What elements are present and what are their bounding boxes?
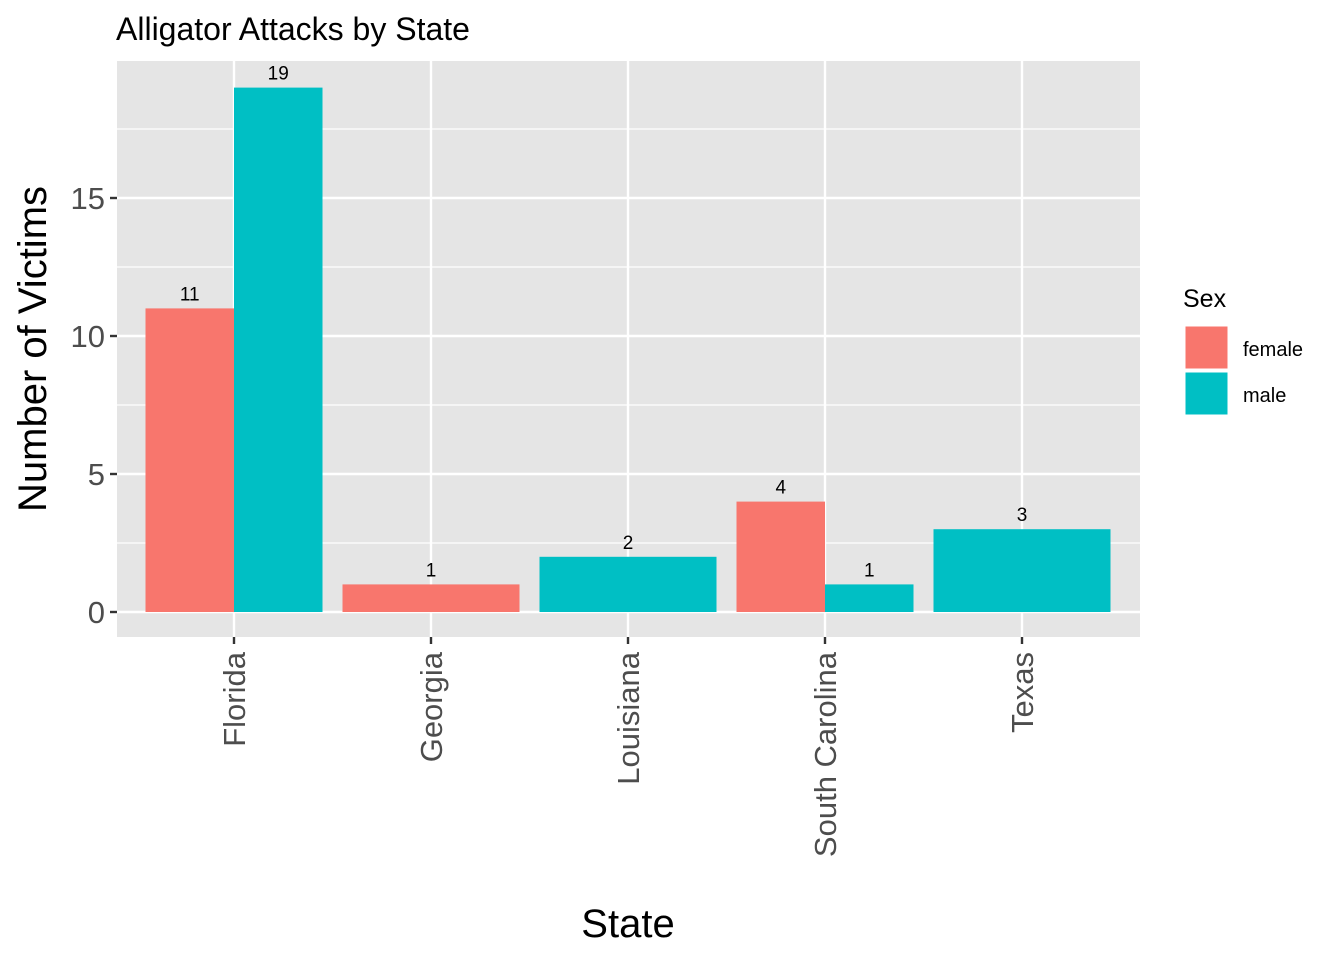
- legend: Sex female male: [1183, 285, 1303, 416]
- x-axis: Florida Georgia Louisiana South Carolina Tex…: [217, 637, 1040, 857]
- y-tick-label: 10: [71, 319, 105, 354]
- data-label: 19: [268, 64, 289, 85]
- y-tick-label: 15: [71, 181, 105, 216]
- y-axis-title: Number of Victims: [11, 186, 55, 512]
- bar-male: [539, 556, 717, 612]
- bar-female: [342, 584, 520, 612]
- data-label: 1: [426, 560, 437, 581]
- data-label: 2: [623, 533, 634, 554]
- legend-label-male: male: [1243, 385, 1286, 407]
- y-tick-label: 5: [88, 457, 105, 492]
- x-tick-label: Florida: [217, 651, 252, 747]
- y-axis: 0 5 10 15: [71, 181, 117, 630]
- bar-female: [145, 308, 234, 612]
- bar-male: [234, 87, 323, 613]
- y-tick-label: 0: [88, 595, 105, 630]
- x-tick-label: Georgia: [414, 651, 449, 762]
- legend-title: Sex: [1183, 285, 1227, 313]
- bar-male: [933, 529, 1111, 612]
- chart-title: Alligator Attacks by State: [116, 11, 470, 47]
- data-label: 11: [180, 284, 200, 305]
- legend-swatch-male: [1184, 371, 1229, 416]
- bar-female: [736, 501, 825, 612]
- bar-male: [825, 584, 914, 612]
- data-labels: 11 19 1 2 4 1 3: [180, 64, 1027, 582]
- bars: [145, 87, 1111, 613]
- x-axis-title: State: [581, 902, 674, 946]
- x-tick-label: Louisiana: [611, 651, 646, 784]
- data-label: 3: [1017, 505, 1028, 526]
- legend-label-female: female: [1243, 339, 1303, 361]
- legend-swatch-female: [1184, 325, 1229, 370]
- legend-items: female male: [1184, 325, 1303, 416]
- data-label: 4: [775, 478, 786, 499]
- x-tick-label: Texas: [1005, 652, 1040, 733]
- x-tick-label: South Carolina: [808, 651, 843, 857]
- data-label: 1: [864, 560, 875, 581]
